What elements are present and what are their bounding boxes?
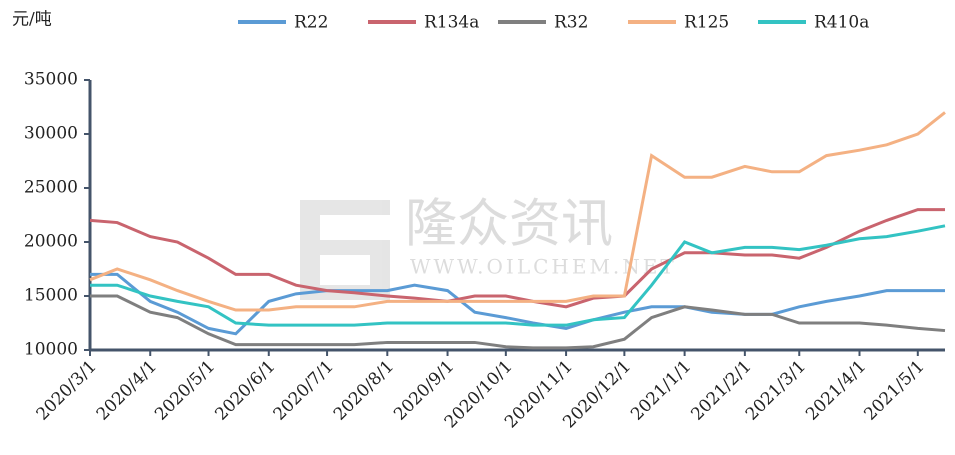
y-tick-label: 25000 xyxy=(24,178,78,198)
series-line xyxy=(90,294,946,350)
series-line xyxy=(90,224,946,327)
watermark-text: 隆众资讯 xyxy=(405,195,613,255)
watermark-logo xyxy=(300,200,390,300)
x-tick-label: 2020/6/1 xyxy=(211,357,279,425)
x-tick-label: 2020/8/1 xyxy=(330,357,398,425)
x-tick-label: 2020/7/1 xyxy=(270,357,338,425)
legend-label: R32 xyxy=(554,13,588,33)
watermark: 隆众资讯 WWW.OILCHEM.NET xyxy=(300,195,677,300)
y-tick-label: 20000 xyxy=(24,232,78,252)
y-tick-label: 35000 xyxy=(24,70,78,90)
legend-label: R125 xyxy=(684,13,729,33)
y-axis-label: 元/吨 xyxy=(12,10,52,30)
legend-label: R134a xyxy=(424,13,479,33)
x-tick-label: 2021/1/1 xyxy=(627,357,695,425)
x-tick-label: 2021/4/1 xyxy=(802,357,870,425)
y-tick-label: 10000 xyxy=(24,340,78,360)
legend-label: R410a xyxy=(814,13,869,33)
x-tick-label: 2020/3/1 xyxy=(33,357,101,425)
x-tick-label: 2020/5/1 xyxy=(151,357,219,425)
x-tick-label: 2021/3/1 xyxy=(742,357,810,425)
x-tick-label: 2020/4/1 xyxy=(93,357,161,425)
series-line xyxy=(89,208,945,309)
y-tick-label: 15000 xyxy=(24,286,78,306)
watermark-url: WWW.OILCHEM.NET xyxy=(410,255,677,279)
x-tick-label: 2021/5/1 xyxy=(860,357,928,425)
legend-label: R22 xyxy=(294,13,328,33)
series-line xyxy=(90,272,945,336)
y-tick-label: 30000 xyxy=(24,124,78,144)
series-line xyxy=(89,111,946,312)
